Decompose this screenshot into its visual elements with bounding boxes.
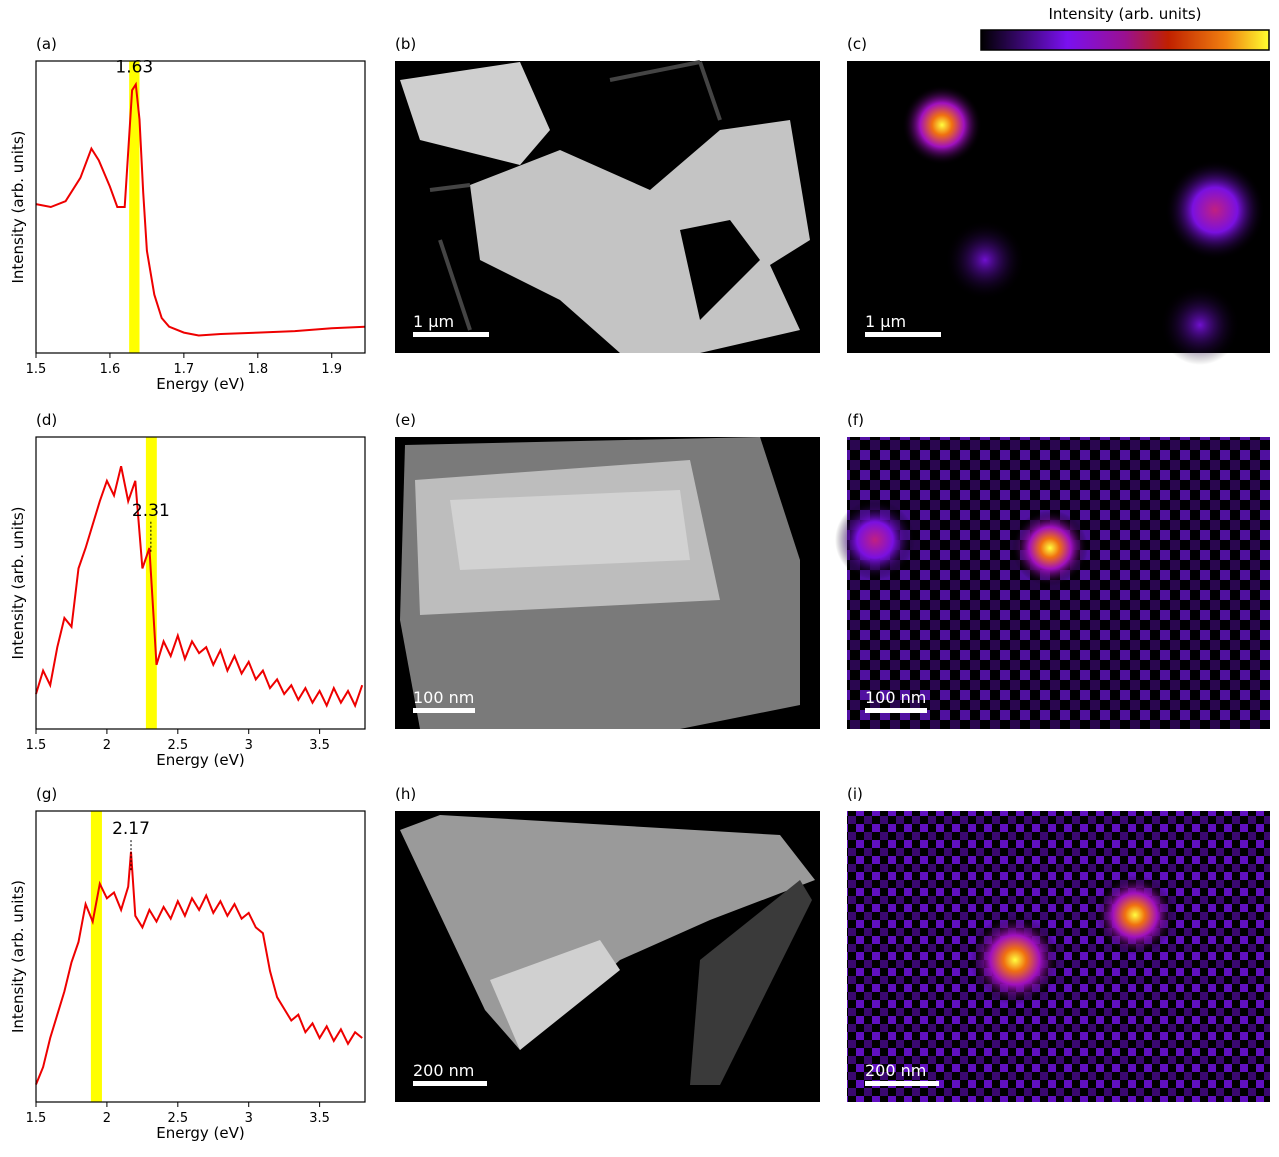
- x-tick-label: 3.5: [309, 738, 330, 753]
- colorbar-label: Intensity (arb. units): [1048, 5, 1201, 23]
- x-tick-label: 3: [245, 738, 253, 753]
- panel-label: (a): [36, 35, 57, 53]
- scale-bar-label: 200 nm: [865, 1061, 926, 1080]
- scale-bar: [413, 332, 489, 337]
- scale-bar-label: 1 µm: [865, 312, 906, 331]
- panel-label: (b): [395, 35, 416, 53]
- scale-bar: [413, 1081, 487, 1086]
- axes-frame: [35, 60, 366, 354]
- panel-label: (f): [847, 411, 864, 429]
- spectrum-line: [35, 851, 363, 1085]
- image-f: [835, 437, 1270, 729]
- scale-bar: [413, 708, 475, 713]
- scale-bar: [865, 332, 941, 337]
- axes-frame: [35, 810, 366, 1103]
- panel-label: (e): [395, 411, 416, 429]
- panel-label: (i): [847, 785, 863, 803]
- x-tick-label: 2: [103, 1111, 111, 1126]
- y-axis-label: Intensity (arb. units): [9, 130, 27, 283]
- scale-bar: [865, 1081, 939, 1086]
- x-tick-label: 3.5: [309, 1111, 330, 1126]
- spectrum-line: [35, 465, 364, 709]
- x-tick-label: 1.7: [174, 362, 195, 377]
- annotation: 2.17: [112, 819, 150, 839]
- x-tick-label: 1.6: [100, 362, 121, 377]
- x-tick-label: 1.5: [26, 362, 47, 377]
- highlight-band: [129, 61, 140, 353]
- panel-label: (g): [36, 785, 57, 803]
- image-h: [395, 811, 820, 1102]
- x-tick-label: 2.5: [167, 1111, 188, 1126]
- scale-bar-label: 1 µm: [413, 312, 454, 331]
- y-axis-label: Intensity (arb. units): [9, 506, 27, 659]
- annotation: 1.63: [115, 57, 153, 77]
- panel-label: (c): [847, 35, 867, 53]
- x-tick-label: 1.5: [26, 1111, 47, 1126]
- colorbar-gradient: [980, 29, 1270, 51]
- x-tick-label: 3: [245, 1111, 253, 1126]
- x-axis-label: Energy (eV): [156, 751, 244, 769]
- image-c: [847, 61, 1270, 365]
- image-e: [395, 437, 820, 729]
- x-tick-label: 2: [103, 738, 111, 753]
- scale-bar-label: 100 nm: [413, 688, 474, 707]
- x-axis-label: Energy (eV): [156, 1124, 244, 1142]
- annotation: 2.31: [132, 501, 170, 521]
- axes-frame: [35, 436, 366, 730]
- scale-bar-label: 200 nm: [413, 1061, 474, 1080]
- x-tick-label: 2.5: [167, 738, 188, 753]
- image-i: [847, 811, 1270, 1102]
- scale-bar-label: 100 nm: [865, 688, 926, 707]
- colorbar: Intensity (arb. units): [980, 5, 1270, 51]
- scale-bar: [865, 708, 927, 713]
- image-b: [395, 60, 820, 353]
- highlight-band: [90, 811, 102, 1102]
- x-tick-label: 1.9: [321, 362, 342, 377]
- x-axis-label: Energy (eV): [156, 375, 244, 393]
- x-tick-label: 1.8: [247, 362, 268, 377]
- panel-label: (d): [36, 411, 57, 429]
- spectrum-line: [35, 81, 366, 337]
- panel-label: (h): [395, 785, 416, 803]
- y-axis-label: Intensity (arb. units): [9, 880, 27, 1033]
- x-tick-label: 1.5: [26, 738, 47, 753]
